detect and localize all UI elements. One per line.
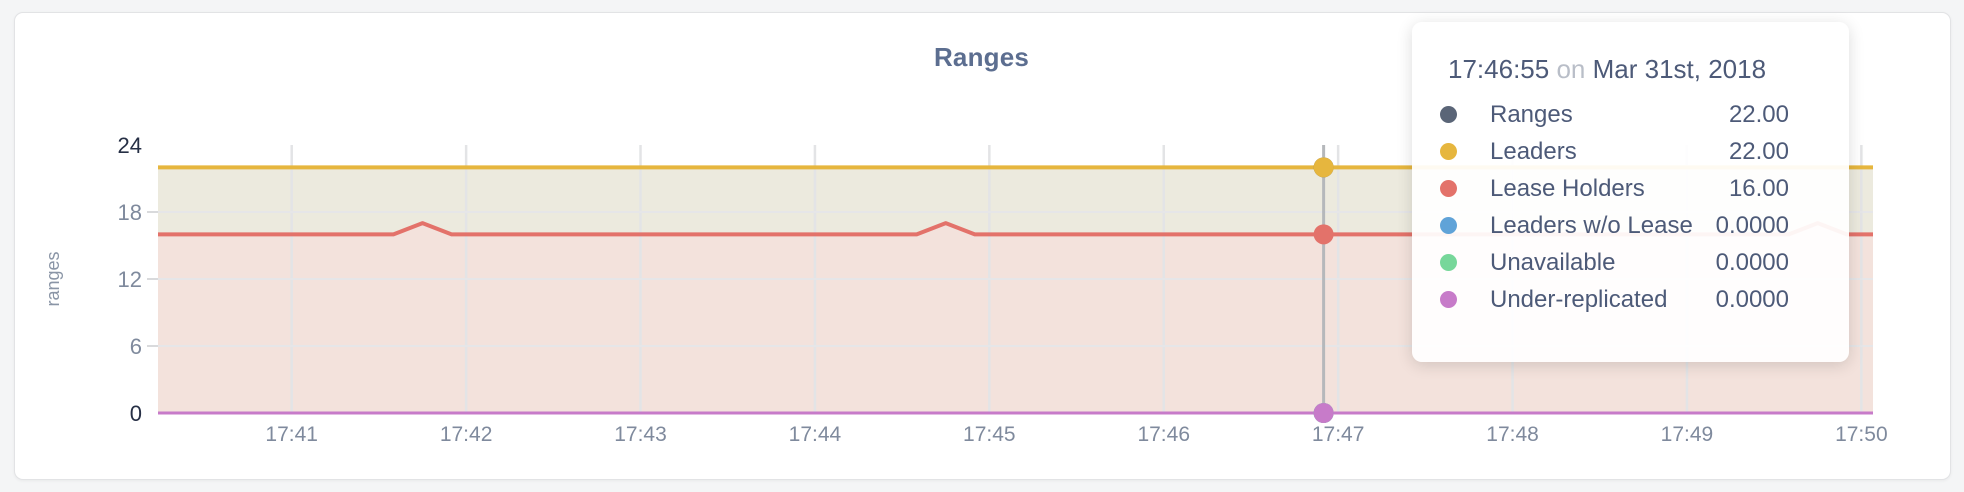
tooltip-header: 17:46:55 on Mar 31st, 2018 xyxy=(1448,52,1789,86)
hover-dot-lease-holders xyxy=(1313,224,1334,245)
tooltip-date: Mar 31st, 2018 xyxy=(1592,54,1767,84)
tooltip-row: Under-replicated 0.0000 xyxy=(1440,281,1789,318)
tooltip-row: Ranges 22.00 xyxy=(1440,96,1789,133)
x-tick-label: 17:46 xyxy=(1137,423,1190,446)
y-tick-label: 18 xyxy=(118,200,142,225)
tooltip-row: Leaders w/o Lease 0.0000 xyxy=(1440,207,1789,244)
tooltip-row: Lease Holders 16.00 xyxy=(1440,170,1789,207)
ranges-series-dot-icon xyxy=(1440,106,1457,123)
y-tick-label: 24 xyxy=(118,133,142,158)
x-tick-label: 17:48 xyxy=(1486,423,1539,446)
y-tick-label: 12 xyxy=(118,267,142,292)
hover-dot-leaders xyxy=(1313,157,1334,178)
series-value: 0.0000 xyxy=(1715,211,1789,239)
x-tick-label: 17:44 xyxy=(789,423,842,446)
series-label: Unavailable xyxy=(1490,248,1616,276)
tooltip-row: Unavailable 0.0000 xyxy=(1440,244,1789,281)
x-tick-label: 17:49 xyxy=(1661,423,1714,446)
series-label: Leaders w/o Lease xyxy=(1490,211,1693,239)
tooltip-on-word: on xyxy=(1556,54,1586,84)
y-tick-label: 0 xyxy=(130,401,142,426)
x-tick-label: 17:47 xyxy=(1312,423,1365,446)
series-value: 16.00 xyxy=(1728,174,1789,202)
unavailable-series-dot-icon xyxy=(1440,254,1457,271)
under-replicated-series-dot-icon xyxy=(1440,291,1457,308)
y-axis-label: ranges xyxy=(43,251,63,306)
chart-title: Ranges xyxy=(933,42,1030,72)
series-label: Under-replicated xyxy=(1490,285,1668,313)
lease-holders-series-dot-icon xyxy=(1440,180,1457,197)
series-label: Leaders xyxy=(1490,137,1577,165)
series-value: 22.00 xyxy=(1728,137,1789,165)
leaders-wo-lease-series-dot-icon xyxy=(1440,217,1457,234)
x-tick-label: 17:50 xyxy=(1835,423,1888,446)
series-label: Ranges xyxy=(1490,100,1573,128)
series-value: 0.0000 xyxy=(1715,285,1789,313)
series-value: 0.0000 xyxy=(1715,248,1789,276)
y-tick-label: 6 xyxy=(130,334,142,359)
x-tick-label: 17:41 xyxy=(265,423,318,446)
series-label: Lease Holders xyxy=(1490,174,1645,202)
hover-dot-under-replicated xyxy=(1313,403,1334,423)
leaders-series-dot-icon xyxy=(1440,143,1457,160)
series-value: 22.00 xyxy=(1728,100,1789,128)
x-tick-label: 17:45 xyxy=(963,423,1016,446)
tooltip-row: Leaders 22.00 xyxy=(1440,133,1789,170)
chart-tooltip: 17:46:55 on Mar 31st, 2018 Ranges 22.00 … xyxy=(1412,22,1849,362)
tooltip-time: 17:46:55 xyxy=(1448,54,1550,84)
x-tick-label: 17:42 xyxy=(440,423,493,446)
x-tick-label: 17:43 xyxy=(614,423,667,446)
